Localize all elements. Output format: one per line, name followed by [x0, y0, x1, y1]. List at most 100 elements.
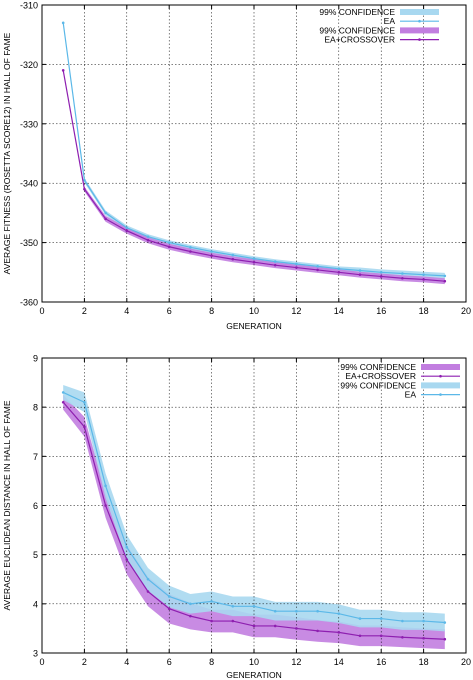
chart2-y-tick-label-3: 3	[33, 649, 38, 659]
chart1-series-2-point-17	[401, 276, 404, 280]
chart1-series-1-point-12	[295, 262, 298, 266]
chart2-x-tick-label-12: 12	[291, 657, 301, 667]
chart1-series-1-point-18	[422, 273, 425, 276]
chart1-series-1-point-2	[83, 178, 86, 182]
chart2-series-2-point-17	[401, 619, 404, 623]
chart2-x-tick-label-14: 14	[334, 657, 344, 667]
chart1-legend-label-1: 99% CONFIDENCE	[319, 7, 395, 17]
chart2-series-2-point-13	[316, 609, 319, 613]
chart1-y-tick-label--360: -360	[20, 298, 38, 308]
chart2-series-1-point-2	[83, 425, 86, 429]
chart2-series-1-point-17	[401, 635, 404, 639]
chart1-x-tick-label-2: 2	[82, 306, 87, 316]
chart2-series-1-point-16	[379, 634, 383, 638]
chart1-series-2-point-5	[146, 238, 150, 242]
chart1-legend-label-2: EA	[384, 16, 396, 26]
chart1-y-tick-label--310: -310	[20, 1, 38, 11]
chart2-series-1-point-18	[422, 636, 425, 640]
chart2-x-tick-label-2: 2	[82, 657, 87, 667]
chart2-x-tick-label-4: 4	[124, 657, 129, 667]
chart1-series-1-point-6	[167, 241, 171, 244]
chart1-y-tick-label--320: -320	[20, 60, 38, 70]
chart2-series-2-point-12	[295, 609, 298, 613]
chart1-series-1-point-1	[61, 21, 65, 25]
chart2-series-1-point-8	[210, 619, 213, 623]
chart1-x-tick-label-0: 0	[39, 306, 44, 316]
chart2-x-tick-label-10: 10	[249, 657, 259, 667]
chart1-series-2-point-16	[379, 275, 383, 278]
chart2-y-tick-label-9: 9	[33, 354, 38, 364]
chart1-series-1-point-4	[125, 226, 129, 230]
chart2-series-1-point-14	[337, 631, 341, 634]
chart2-y-tick-label-5: 5	[33, 550, 38, 560]
chart1-y-axis-label: AVERAGE FITNESS (ROSETTA SCORE12) IN HAL…	[2, 32, 12, 274]
chart1-series-1-point-3	[104, 211, 107, 215]
chart1-series-2-point-15	[358, 273, 362, 276]
chart1-series-1-point-17	[401, 272, 404, 275]
chart2-series-1-point-4	[125, 558, 129, 561]
chart2-series-1-point-13	[316, 629, 319, 633]
chart2-legend-label-3: 99% CONFIDENCE	[340, 380, 416, 390]
chart1-x-tick-label-10: 10	[249, 306, 259, 316]
chart1-legend-key-point-2	[418, 19, 421, 23]
chart1-x-tick-label-4: 4	[124, 306, 129, 316]
chart2-series-2-point-5	[146, 577, 150, 581]
chart2-x-tick-label-18: 18	[419, 657, 429, 667]
chart1-series-2-point-3	[104, 217, 107, 221]
chart1-x-tick-label-18: 18	[419, 306, 429, 316]
chart1-series-1-point-15	[358, 269, 362, 272]
chart2-legend-key-band-1	[421, 364, 460, 370]
chart2-series-2-point-18	[422, 619, 425, 623]
chart1-series-2-point-4	[125, 229, 129, 233]
chart1-x-tick-label-20: 20	[461, 306, 471, 316]
chart2-series-2-point-1	[61, 391, 65, 394]
chart1-series-1-point-7	[189, 246, 192, 249]
chart1-series-1-point-10	[252, 257, 256, 260]
chart1-x-tick-label-8: 8	[209, 306, 214, 316]
chart2-series-2-point-14	[337, 612, 341, 615]
chart2-legend-key-band-3	[421, 382, 460, 389]
chart2-x-tick-label-20: 20	[461, 657, 471, 667]
chart1-series-2-point-19	[443, 279, 447, 283]
chart2-series-1-point-19	[443, 637, 447, 641]
chart2-legend-label-4: EA	[405, 390, 417, 400]
chart1-series-2-point-11	[273, 263, 277, 267]
chart2-series-2-point-10	[252, 604, 256, 608]
chart1-series-2-point-10	[252, 260, 256, 264]
chart1-y-tick-label--340: -340	[20, 179, 38, 189]
chart2-y-tick-label-7: 7	[33, 452, 38, 462]
chart2-series-1-point-1	[61, 400, 65, 404]
chart2-series-2-point-4	[125, 545, 129, 549]
chart2-y-tick-label-8: 8	[33, 403, 38, 413]
chart2-series-2-point-16	[379, 617, 383, 620]
chart1-series-2-point-7	[189, 250, 192, 253]
chart2-legend-label-2: EA+CROSSOVER	[345, 371, 416, 381]
chart1-x-tick-label-16: 16	[376, 306, 386, 316]
chart1-series-1-point-5	[146, 235, 150, 238]
chart1-y-tick-label--330: -330	[20, 119, 38, 129]
chart1-series-2-point-8	[210, 254, 213, 257]
chart2-series-2-point-15	[358, 617, 362, 620]
chart1-series-1-point-11	[273, 260, 277, 263]
chart2-legend-key-point-4	[439, 393, 442, 396]
chart1-series-1-point-13	[316, 265, 319, 268]
chart1-series-2-point-12	[295, 266, 298, 269]
chart2-series-2-point-19	[443, 621, 447, 624]
chart1-y-tick-label--350: -350	[20, 238, 38, 248]
chart2-series-2-point-8	[210, 600, 213, 603]
chart1-series-1-point-14	[337, 267, 341, 271]
chart2-legend-label-1: 99% CONFIDENCE	[340, 362, 416, 372]
chart1-series-2-point-1	[61, 69, 65, 72]
chart2-series-1-point-6	[167, 607, 171, 611]
chart2-y-axis-label: AVERAGE EUCLIDEAN DISTANCE IN HALL OF FA…	[2, 400, 12, 610]
chart1-series-1-point-8	[210, 250, 213, 253]
chart1-legend-label-3: 99% CONFIDENCE	[319, 25, 395, 35]
chart1-series-1-point-16	[379, 271, 383, 274]
chart2-x-tick-label-8: 8	[209, 657, 214, 667]
chart2-x-tick-label-16: 16	[376, 657, 386, 667]
chart2-series-2-point-7	[189, 602, 192, 606]
chart2-y-tick-label-4: 4	[33, 599, 38, 609]
chart2-series-1-point-10	[252, 624, 256, 628]
chart2-series-1-point-7	[189, 614, 192, 618]
chart1-series-2-point-9	[231, 257, 235, 261]
